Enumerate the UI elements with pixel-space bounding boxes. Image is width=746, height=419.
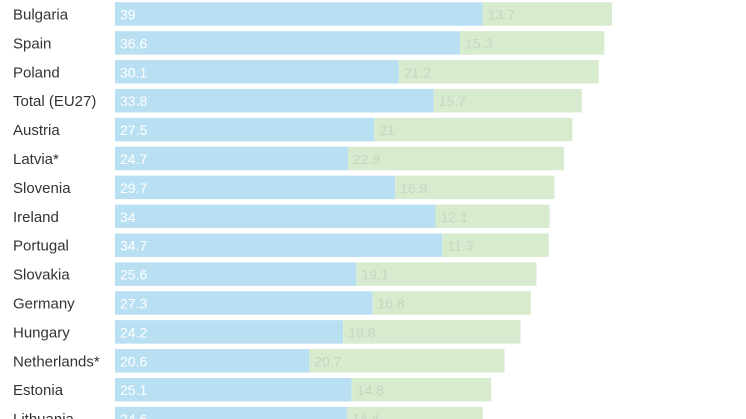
category-label-hungary: Hungary — [13, 324, 70, 341]
bar-bulgaria-series-2 — [482, 2, 612, 26]
value-label-ireland-series-1: 34 — [120, 209, 136, 225]
category-label-ireland: Ireland — [13, 209, 59, 226]
value-label-slovakia-series-2: 19.1 — [361, 267, 388, 283]
value-label-estonia-series-2: 14.8 — [357, 382, 384, 398]
value-label-total-eu27-series-1: 33.8 — [120, 93, 147, 109]
bar-bulgaria-series-1 — [115, 2, 483, 26]
bar-netherlands-series-2 — [309, 349, 505, 373]
category-label-bulgaria: Bulgaria — [13, 7, 69, 24]
bar-slovakia-series-2 — [356, 262, 537, 286]
category-label-poland: Poland — [13, 64, 60, 81]
category-label-netherlands: Netherlands* — [13, 353, 100, 370]
category-label-portugal: Portugal — [13, 238, 69, 255]
bar-netherlands-series-1 — [115, 349, 310, 373]
value-label-spain-series-2: 15.3 — [465, 35, 492, 51]
value-label-lithuania-series-1: 24.6 — [120, 411, 147, 419]
value-label-hungary-series-1: 24.2 — [120, 324, 147, 340]
value-label-netherlands-series-2: 20.7 — [314, 353, 341, 369]
value-label-estonia-series-1: 25.1 — [120, 382, 147, 398]
category-label-germany: Germany — [13, 296, 75, 313]
category-label-spain: Spain — [13, 35, 51, 52]
bar-total-eu27-series-2 — [433, 88, 582, 113]
bar-latvia-series-2 — [347, 146, 564, 171]
value-label-portugal-series-1: 34.7 — [120, 238, 147, 254]
category-label-total-eu27: Total (EU27) — [13, 93, 96, 110]
bar-slovakia-series-1 — [115, 262, 357, 286]
category-label-estonia: Estonia — [13, 382, 64, 399]
category-label-austria: Austria — [13, 122, 60, 139]
value-label-germany-series-1: 27.3 — [120, 296, 147, 312]
bar-lithuania-series-1 — [115, 406, 347, 419]
bar-estonia-series-1 — [115, 377, 352, 402]
bar-spain-series-2 — [460, 31, 605, 55]
category-label-slovakia: Slovakia — [13, 267, 70, 284]
value-label-slovenia-series-2: 16.9 — [400, 180, 427, 196]
value-label-slovenia-series-1: 29.7 — [120, 180, 147, 196]
bar-lithuania-series-2 — [346, 406, 483, 419]
value-label-spain-series-1: 36.6 — [120, 35, 147, 51]
value-label-hungary-series-2: 18.8 — [348, 324, 375, 340]
value-label-bulgaria-series-2: 13.7 — [488, 7, 515, 23]
bar-ireland-series-2 — [435, 204, 550, 229]
bar-portugal-series-1 — [115, 233, 443, 257]
bar-latvia-series-1 — [115, 146, 348, 171]
bar-poland-series-1 — [115, 60, 399, 84]
value-label-poland-series-1: 30.1 — [120, 64, 147, 80]
value-label-lithuania-series-2: 14.4 — [352, 411, 379, 419]
value-label-latvia-series-2: 22.9 — [353, 151, 380, 167]
bar-hungary-series-1 — [115, 320, 344, 344]
value-label-slovakia-series-1: 25.6 — [120, 267, 147, 283]
value-label-austria-series-1: 27.5 — [120, 122, 147, 138]
bar-hungary-series-2 — [343, 320, 521, 344]
value-label-ireland-series-2: 12.1 — [441, 209, 468, 225]
bar-slovenia-series-2 — [395, 175, 555, 200]
value-label-portugal-series-2: 11.3 — [447, 238, 473, 254]
bar-poland-series-2 — [398, 60, 599, 84]
value-label-latvia-series-1: 24.7 — [120, 151, 147, 167]
category-label-latvia: Latvia* — [13, 151, 59, 168]
bar-portugal-series-2 — [442, 233, 549, 257]
bar-ireland-series-1 — [115, 204, 436, 229]
bar-austria-series-2 — [374, 117, 573, 142]
bar-total-eu27-series-1 — [115, 88, 434, 113]
bar-germany-series-2 — [372, 291, 531, 315]
value-label-bulgaria-series-1: 39 — [120, 7, 136, 23]
bar-slovenia-series-1 — [115, 175, 396, 200]
bar-austria-series-1 — [115, 117, 375, 142]
value-label-germany-series-2: 16.8 — [377, 296, 404, 312]
category-label-lithuania: Lithuania — [13, 411, 75, 419]
value-label-netherlands-series-1: 20.6 — [120, 353, 147, 369]
bar-estonia-series-2 — [351, 377, 492, 402]
value-label-poland-series-2: 21.2 — [404, 64, 431, 80]
category-label-slovenia: Slovenia — [13, 180, 71, 197]
bar-spain-series-1 — [115, 31, 461, 55]
bar-germany-series-1 — [115, 291, 373, 315]
value-label-total-eu27-series-2: 15.7 — [439, 93, 466, 109]
value-label-austria-series-2: 21 — [379, 122, 395, 138]
